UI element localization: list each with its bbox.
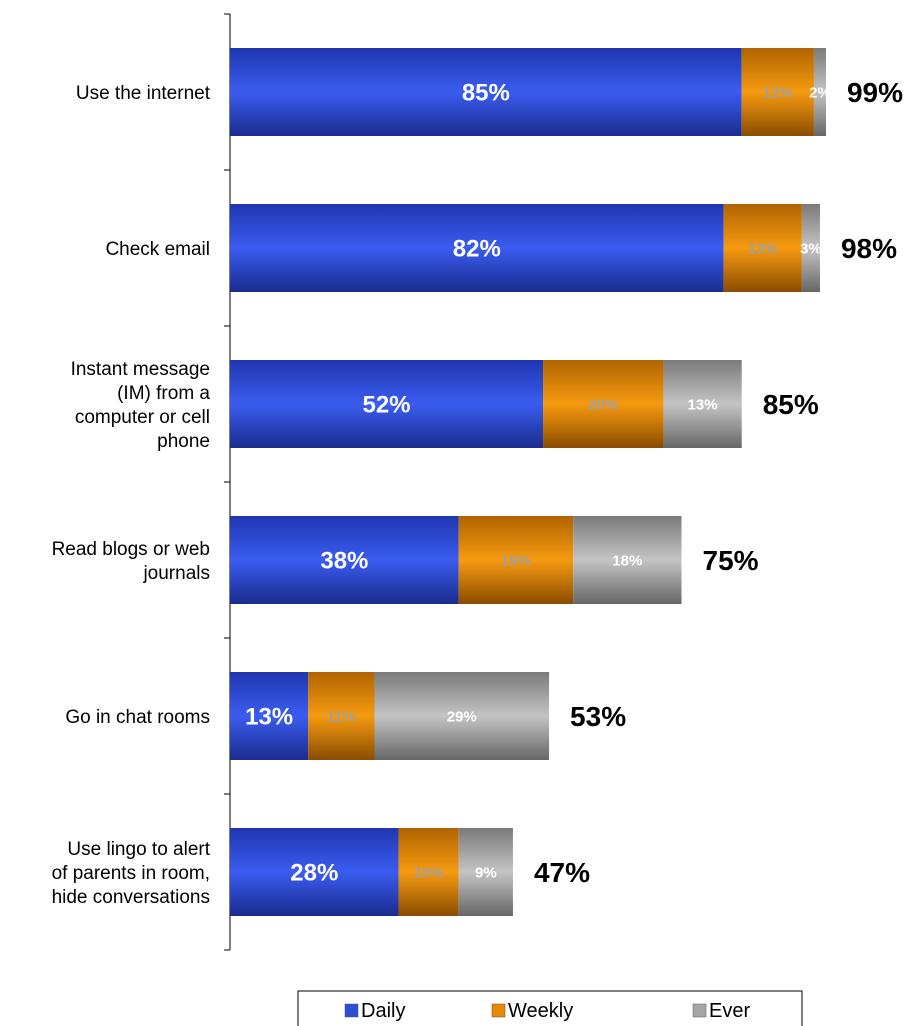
legend-swatch-weekly bbox=[491, 1003, 506, 1018]
total-label: 47% bbox=[534, 857, 590, 888]
total-labels: 99% 98% 85% 75% 53% 47% bbox=[534, 77, 903, 888]
data-label-daily: 85% bbox=[462, 80, 510, 107]
legend-box bbox=[297, 990, 803, 1026]
bar-weekly bbox=[458, 516, 574, 604]
total-label: 85% bbox=[763, 389, 819, 420]
data-label-weekly: 11% bbox=[327, 708, 356, 725]
bar-ever bbox=[374, 672, 550, 760]
data-label-ever: 3% bbox=[800, 240, 822, 257]
legend-label-ever: Ever bbox=[709, 1000, 750, 1022]
total-label: 75% bbox=[703, 545, 759, 576]
bar-weekly bbox=[741, 48, 814, 136]
data-label-weekly: 19% bbox=[501, 552, 531, 569]
bar-weekly bbox=[398, 828, 459, 916]
data-label-weekly: 20% bbox=[588, 396, 618, 413]
data-label-weekly: 10% bbox=[414, 864, 444, 881]
bar-daily bbox=[230, 360, 544, 448]
bar-ever bbox=[663, 360, 742, 448]
data-label-ever: 29% bbox=[447, 708, 477, 725]
category-label: Check email bbox=[105, 239, 210, 260]
data-label-daily: 28% bbox=[290, 860, 338, 887]
total-label: 53% bbox=[570, 701, 626, 732]
total-label: 99% bbox=[847, 77, 903, 108]
category-axis bbox=[224, 13, 231, 951]
bar-daily bbox=[230, 204, 724, 292]
legend-swatch-ever bbox=[692, 1003, 707, 1018]
bar-weekly bbox=[543, 360, 664, 448]
bar-daily bbox=[230, 516, 459, 604]
bar-daily bbox=[230, 828, 399, 916]
category-labels: Use the internet Check email Instant messa… bbox=[52, 83, 211, 908]
category-label: Go in chat rooms bbox=[65, 707, 210, 728]
category-label: Read blogs or web journals bbox=[52, 539, 210, 584]
category-label: Instant message (IM) from a computer or ce… bbox=[71, 359, 211, 452]
legend-label-weekly: Weekly bbox=[508, 1000, 573, 1022]
total-label: 98% bbox=[841, 233, 897, 264]
legend: Daily Weekly Ever bbox=[297, 990, 803, 1026]
data-label-weekly: 12% bbox=[763, 84, 793, 101]
bar-ever bbox=[801, 204, 820, 292]
bar-ever bbox=[458, 828, 513, 916]
bar-weekly bbox=[308, 672, 375, 760]
data-label-daily: 82% bbox=[453, 236, 501, 263]
data-label-ever: 18% bbox=[612, 552, 642, 569]
bars-group: 85% 12% 2% 82% 13% 3% 52% 20% 13% 38% 19% 18% 13% 11%… bbox=[230, 48, 831, 916]
data-label-weekly: 13% bbox=[748, 240, 778, 257]
bar-weekly bbox=[723, 204, 802, 292]
bar-ever bbox=[573, 516, 682, 604]
data-label-daily: 38% bbox=[320, 548, 368, 575]
bar-daily bbox=[230, 48, 742, 136]
data-label-ever: 13% bbox=[688, 396, 718, 413]
legend-swatch-daily bbox=[344, 1003, 359, 1018]
category-label: Use the internet bbox=[76, 83, 211, 104]
legend-label-daily: Daily bbox=[361, 1000, 405, 1022]
data-label-ever: 2% bbox=[809, 84, 831, 101]
data-label-daily: 52% bbox=[362, 392, 410, 419]
bar-daily bbox=[230, 672, 309, 760]
category-label: Use lingo to alert of parents in room, hid… bbox=[52, 839, 211, 908]
data-label-daily: 13% bbox=[245, 704, 293, 731]
bar-ever bbox=[813, 48, 826, 136]
data-label-ever: 9% bbox=[475, 864, 497, 881]
